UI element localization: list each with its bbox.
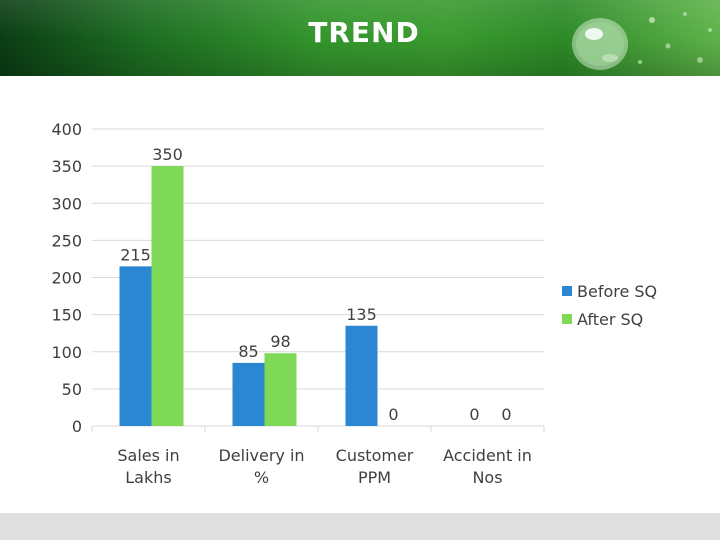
y-tick-label: 300 <box>51 194 82 213</box>
data-label: 0 <box>501 405 511 424</box>
legend-label: After SQ <box>577 310 643 329</box>
data-label: 0 <box>469 405 479 424</box>
data-label: 135 <box>346 305 377 324</box>
bar <box>345 325 378 426</box>
category-label: % <box>254 468 269 487</box>
water-drop-icon <box>572 12 712 70</box>
bar <box>232 362 265 426</box>
data-label: 0 <box>388 405 398 424</box>
y-tick-label: 400 <box>51 120 82 139</box>
y-tick-label: 200 <box>51 269 82 288</box>
footer-bar <box>0 513 720 540</box>
title-banner: TREND <box>0 0 720 76</box>
data-label: 98 <box>270 332 290 351</box>
category-label: Sales in <box>117 446 179 465</box>
category-label: Nos <box>472 468 502 487</box>
bar <box>119 266 152 426</box>
data-label: 350 <box>152 145 183 164</box>
category-label: PPM <box>358 468 391 487</box>
bar <box>264 353 297 426</box>
category-label: Accident in <box>443 446 532 465</box>
legend-swatch <box>562 286 572 296</box>
category-label: Customer <box>336 446 414 465</box>
y-tick-label: 100 <box>51 343 82 362</box>
data-label: 85 <box>238 342 258 361</box>
y-tick-label: 350 <box>51 157 82 176</box>
legend-label: Before SQ <box>577 282 657 301</box>
y-tick-label: 50 <box>62 380 82 399</box>
slide-title: TREND <box>308 16 420 49</box>
bar-chart: 0 50 100 150 200 250 300 350 400 215 85 135 0 350 98 0 0… <box>51 120 657 487</box>
y-tick-label: 250 <box>51 231 82 250</box>
category-label: Lakhs <box>125 468 171 487</box>
y-tick-label: 150 <box>51 306 82 325</box>
category-label: Delivery in <box>218 446 304 465</box>
y-tick-label: 0 <box>72 417 82 436</box>
legend-swatch <box>562 314 572 324</box>
data-label: 215 <box>120 245 151 264</box>
bar <box>151 166 184 426</box>
